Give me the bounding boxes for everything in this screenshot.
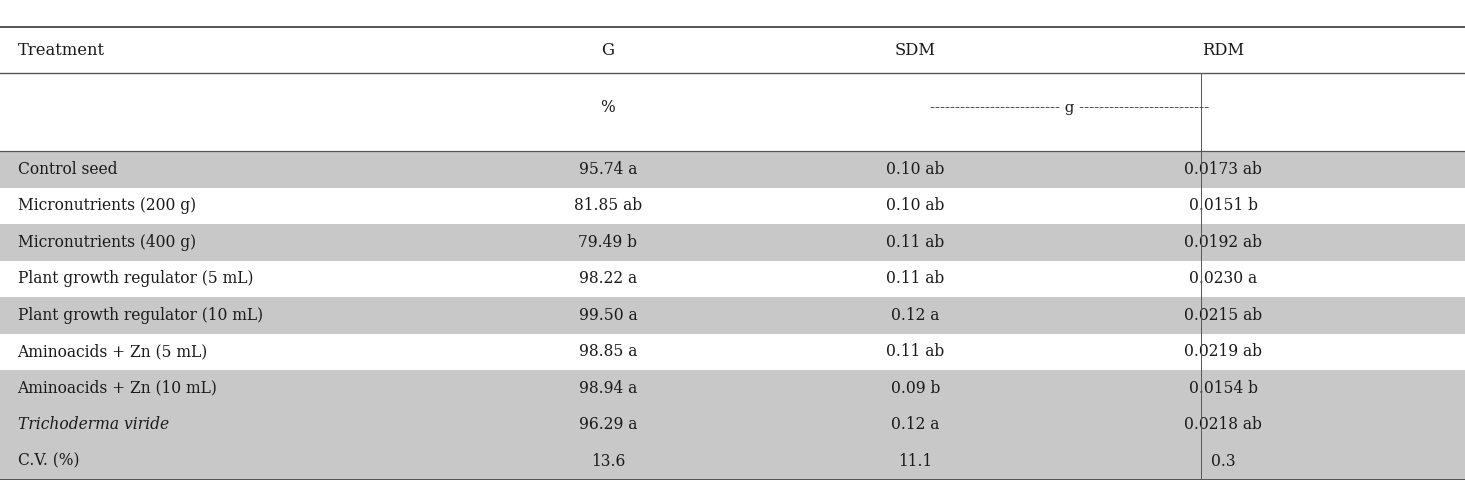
- Text: 0.11 ab: 0.11 ab: [886, 270, 945, 288]
- Bar: [0, 407, 1465, 443]
- Text: 0.0219 ab: 0.0219 ab: [1184, 343, 1263, 360]
- Text: 0.0218 ab: 0.0218 ab: [1184, 416, 1263, 433]
- Text: Aminoacids + Zn (10 mL): Aminoacids + Zn (10 mL): [18, 380, 217, 397]
- Text: 95.74 a: 95.74 a: [579, 161, 637, 178]
- Text: 96.29 a: 96.29 a: [579, 416, 637, 433]
- Text: 0.0151 b: 0.0151 b: [1188, 197, 1258, 215]
- Text: SDM: SDM: [895, 42, 936, 59]
- Text: 79.49 b: 79.49 b: [579, 234, 637, 251]
- Text: 0.0192 ab: 0.0192 ab: [1184, 234, 1263, 251]
- Text: 98.85 a: 98.85 a: [579, 343, 637, 360]
- Text: Aminoacids + Zn (5 mL): Aminoacids + Zn (5 mL): [18, 343, 208, 360]
- Text: Plant growth regulator (5 mL): Plant growth regulator (5 mL): [18, 270, 253, 288]
- Text: Micronutrients (400 g): Micronutrients (400 g): [18, 234, 196, 251]
- Text: 0.09 b: 0.09 b: [891, 380, 941, 397]
- Text: Plant growth regulator (10 mL): Plant growth regulator (10 mL): [18, 307, 262, 324]
- Text: 0.12 a: 0.12 a: [891, 416, 941, 433]
- Text: -------------------------- g --------------------------: -------------------------- g -----------…: [930, 101, 1209, 115]
- Text: Trichoderma viride: Trichoderma viride: [18, 416, 168, 433]
- Text: 98.94 a: 98.94 a: [579, 380, 637, 397]
- Text: 0.0154 b: 0.0154 b: [1188, 380, 1258, 397]
- Text: 0.10 ab: 0.10 ab: [886, 197, 945, 215]
- Text: 99.50 a: 99.50 a: [579, 307, 637, 324]
- Text: Treatment: Treatment: [18, 42, 104, 59]
- Text: %: %: [601, 99, 615, 117]
- Text: 81.85 ab: 81.85 ab: [574, 197, 642, 215]
- Bar: [0, 370, 1465, 407]
- Text: Control seed: Control seed: [18, 161, 117, 178]
- Text: C.V. (%): C.V. (%): [18, 453, 79, 470]
- Text: 0.3: 0.3: [1212, 453, 1235, 470]
- Text: Micronutrients (200 g): Micronutrients (200 g): [18, 197, 196, 215]
- Text: 0.0230 a: 0.0230 a: [1190, 270, 1257, 288]
- Bar: [0, 224, 1465, 261]
- Text: 0.11 ab: 0.11 ab: [886, 343, 945, 360]
- Text: 0.0215 ab: 0.0215 ab: [1184, 307, 1263, 324]
- Text: 11.1: 11.1: [898, 453, 933, 470]
- Text: G: G: [602, 42, 614, 59]
- Text: 0.12 a: 0.12 a: [891, 307, 941, 324]
- Text: 0.11 ab: 0.11 ab: [886, 234, 945, 251]
- Text: 13.6: 13.6: [590, 453, 626, 470]
- Text: 98.22 a: 98.22 a: [579, 270, 637, 288]
- Bar: [0, 297, 1465, 334]
- Text: RDM: RDM: [1203, 42, 1244, 59]
- Bar: [0, 443, 1465, 480]
- Text: 0.10 ab: 0.10 ab: [886, 161, 945, 178]
- Text: 0.0173 ab: 0.0173 ab: [1184, 161, 1263, 178]
- Bar: [0, 151, 1465, 188]
